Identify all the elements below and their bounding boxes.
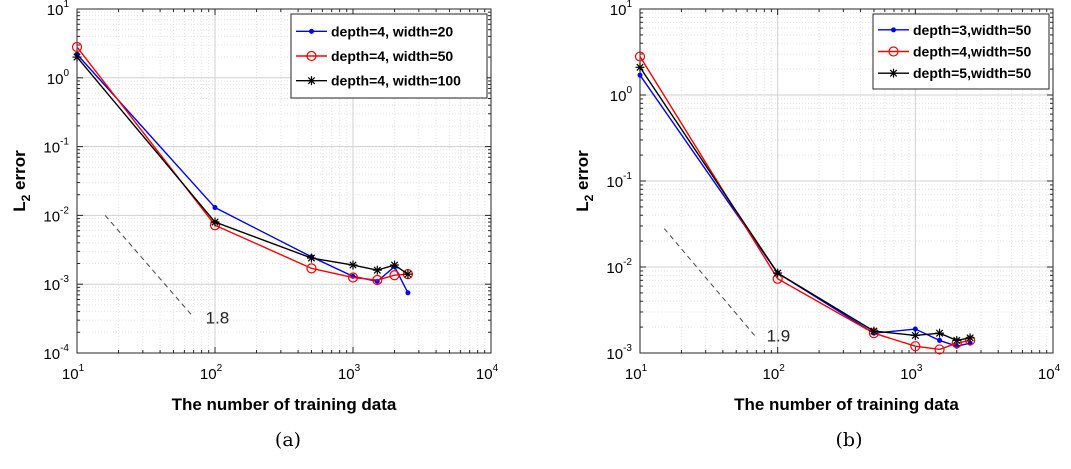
data-point [307,76,316,86]
data-point [937,337,943,343]
data-point [390,260,400,270]
slope-label: 1.8 [206,308,230,327]
slope-reference-line [104,215,195,318]
data-point [372,274,383,286]
data-point [212,205,218,211]
data-point [348,260,358,270]
data-point [309,28,314,34]
legend-label: depth=4, width=20 [331,23,453,39]
y-tick-label: 10-2 [606,257,632,277]
legend-entry: depth=4, width=100 [296,73,461,89]
data-point [912,326,918,332]
legend-label: depth=4,width=50 [913,44,1031,60]
series-line [639,56,971,351]
y-tick-label: 101 [47,0,70,19]
data-point [869,326,879,336]
chart-panel-b: 101 102 103 104 10-3 10-2 10-1 100 101 The number… [573,0,1061,451]
subfigure-caption: (a) [275,429,301,451]
data-point [637,72,643,78]
data-point [306,50,317,62]
data-point [635,62,645,72]
y-tick-label: 10-1 [43,137,69,157]
x-axis-label: The number of training data [734,395,959,414]
x-tick-label: 104 [1038,363,1061,383]
data-point [72,52,82,62]
legend-label: depth=4, width=50 [331,48,453,64]
x-tick-label: 101 [625,363,648,383]
data-point [210,217,220,227]
y-tick-label: 10-3 [606,343,632,363]
legend-entry: depth=4, width=50 [296,48,453,64]
y-tick-label: 101 [610,0,633,19]
data-point [389,270,400,281]
legend-box [290,13,488,99]
subfigure-caption: (b) [836,429,863,451]
slope-reference-line [663,228,755,336]
data-point [306,253,316,263]
x-axis-label: The number of training data [172,395,397,414]
legend: depth=4, width=20 depth=4, width=50 depth=… [290,13,488,99]
y-tick-label: 100 [47,68,70,88]
data-point [403,269,413,279]
x-tick-label: 103 [338,363,361,383]
y-axis-label: L2 error [573,150,596,212]
y-tick-label: 10-1 [606,171,632,191]
legend-label: depth=5,width=50 [913,65,1031,81]
legend-entry: depth=5,width=50 [878,65,1031,81]
data-point [934,344,945,355]
chart-panel-a: 101 102 103 104 10-4 10-3 10-2 10-1 100 101 The nu… [10,0,499,451]
series-2 [634,51,976,355]
data-point [952,335,962,345]
y-tick-label: 10-2 [43,205,69,225]
x-tick-label: 102 [200,363,223,383]
data-point [888,46,899,57]
y-tick-label: 10-4 [43,343,69,363]
data-point [306,263,317,274]
x-tick-label: 103 [900,363,923,383]
series-line [639,74,971,347]
y-tick-label: 10-3 [43,274,69,294]
data-point [634,51,646,62]
series-3 [72,52,413,279]
series-3 [635,62,975,345]
data-point [935,328,945,338]
legend: depth=3,width=50 depth=4,width=50 depth=5,… [872,13,1050,90]
legend-entry: depth=3,width=50 [878,22,1031,38]
data-point [372,265,382,275]
y-tick-label: 100 [610,85,633,105]
legend-label: depth=3,width=50 [913,22,1031,38]
data-point [891,27,896,33]
legend-entry: depth=4,width=50 [878,44,1031,60]
data-point [773,268,783,278]
x-tick-label: 101 [62,363,85,383]
slope-label: 1.9 [767,326,791,345]
data-point [405,290,411,296]
data-point [347,272,359,283]
data-point [910,341,921,352]
data-point [910,330,920,340]
data-point [71,41,83,53]
x-tick-label: 102 [763,363,786,383]
data-point [965,333,975,343]
y-axis-label: L2 error [10,150,33,212]
x-tick-label: 104 [476,363,499,383]
legend-entry: depth=4, width=20 [296,23,453,39]
plot-area-frame [76,8,492,354]
data-point [889,68,898,78]
legend-label: depth=4, width=100 [331,73,461,89]
